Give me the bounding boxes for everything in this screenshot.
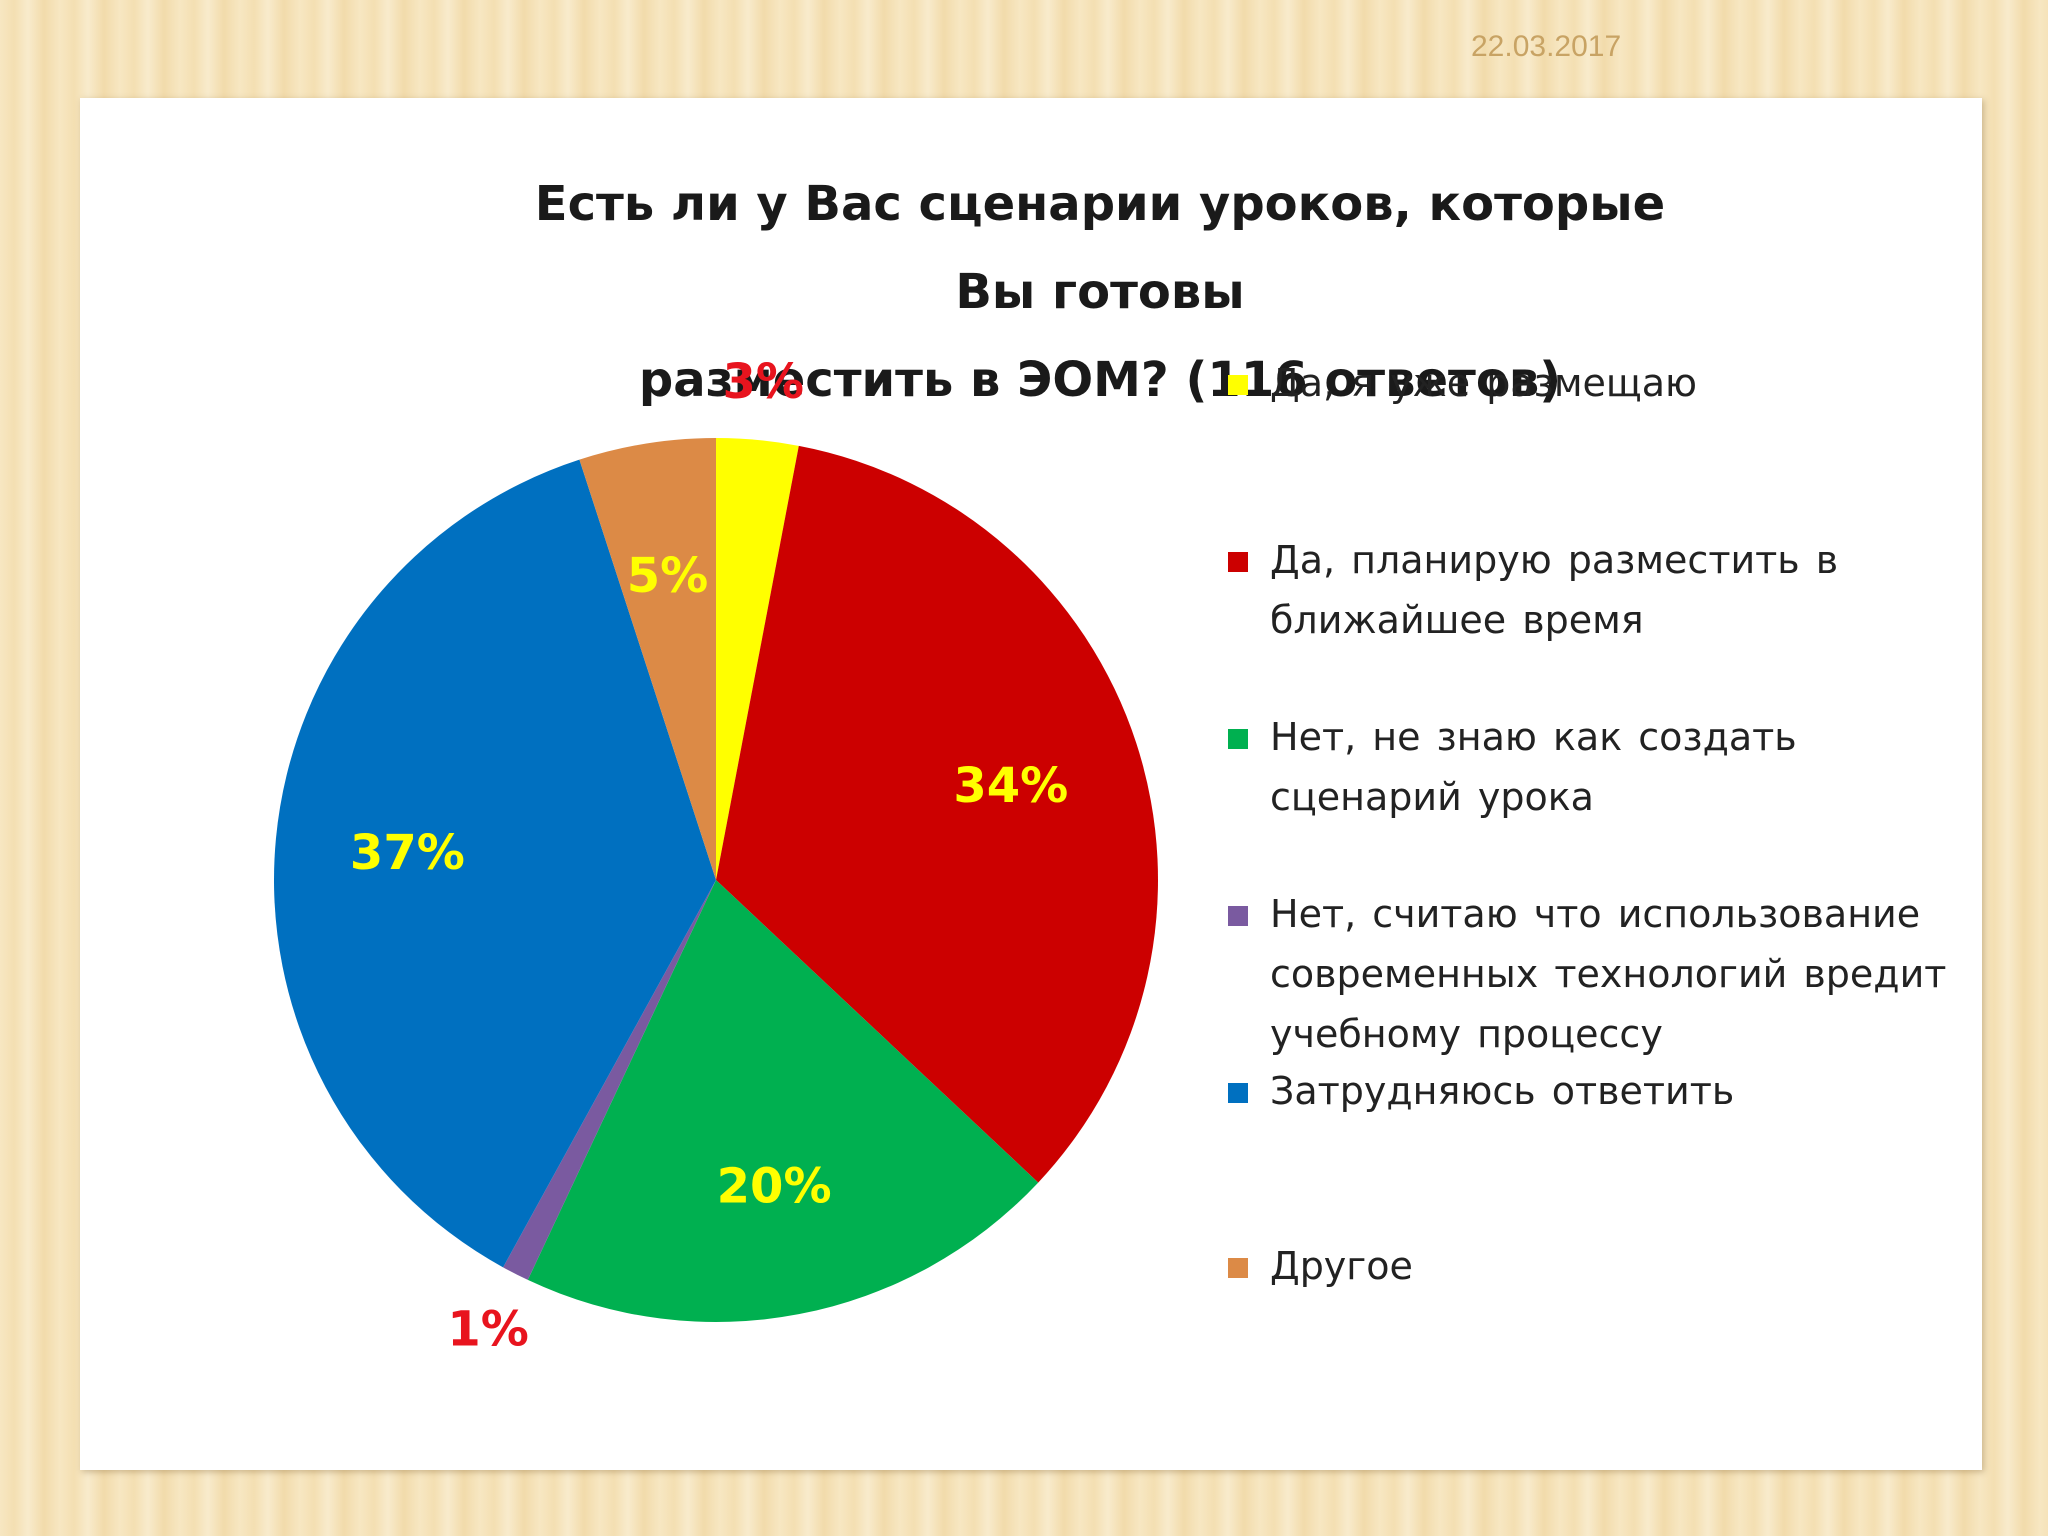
pie-data-label: 5%: [627, 548, 709, 604]
legend-label: Да, я уже размещаю: [1270, 361, 1697, 405]
legend-swatch-purple: [1228, 906, 1248, 926]
chart-title-line-2: разместить в ЭОМ? (116 ответов): [638, 352, 1562, 408]
pie-data-label: 34%: [953, 758, 1068, 814]
pie-slice: [579, 438, 716, 880]
pie-data-label: 20%: [717, 1159, 832, 1215]
legend-label: Нет, считаю что использование современны…: [1270, 892, 1947, 1056]
legend-label: Да, планирую разместить в ближайшее врем…: [1270, 538, 1839, 642]
pie-slice: [274, 459, 716, 1268]
pie-data-label: 1%: [447, 1301, 529, 1357]
chart-title-line-1: Есть ли у Вас сценарии уроков, которые В…: [534, 176, 1666, 320]
legend-label: Затрудняюсь ответить: [1270, 1069, 1735, 1113]
pie-slice: [716, 445, 1159, 1183]
pie-slice: [503, 880, 716, 1280]
pie-slice: [527, 880, 1039, 1323]
slide-date: 22.03.2017: [1471, 30, 1622, 63]
legend-swatch-orange: [1228, 1258, 1248, 1278]
pie-slice: [716, 438, 799, 880]
chart-title: Есть ли у Вас сценарии уроков, которые В…: [500, 160, 1700, 424]
chart-panel: Есть ли у Вас сценарии уроков, которые В…: [80, 98, 1982, 1470]
legend-swatch-yellow: [1228, 375, 1248, 395]
legend-label: Другое: [1270, 1244, 1413, 1288]
legend-label: Нет, не знаю как создать сценарий урока: [1270, 715, 1797, 819]
pie-data-label: 37%: [350, 825, 465, 881]
pie-chart: 3% 34% 20% 1% 37% 5%: [274, 354, 1159, 1357]
legend-swatch-red: [1228, 552, 1248, 572]
legend-swatch-blue: [1228, 1083, 1248, 1103]
pie-data-label: 3%: [722, 354, 804, 410]
legend-swatch-green: [1228, 729, 1248, 749]
